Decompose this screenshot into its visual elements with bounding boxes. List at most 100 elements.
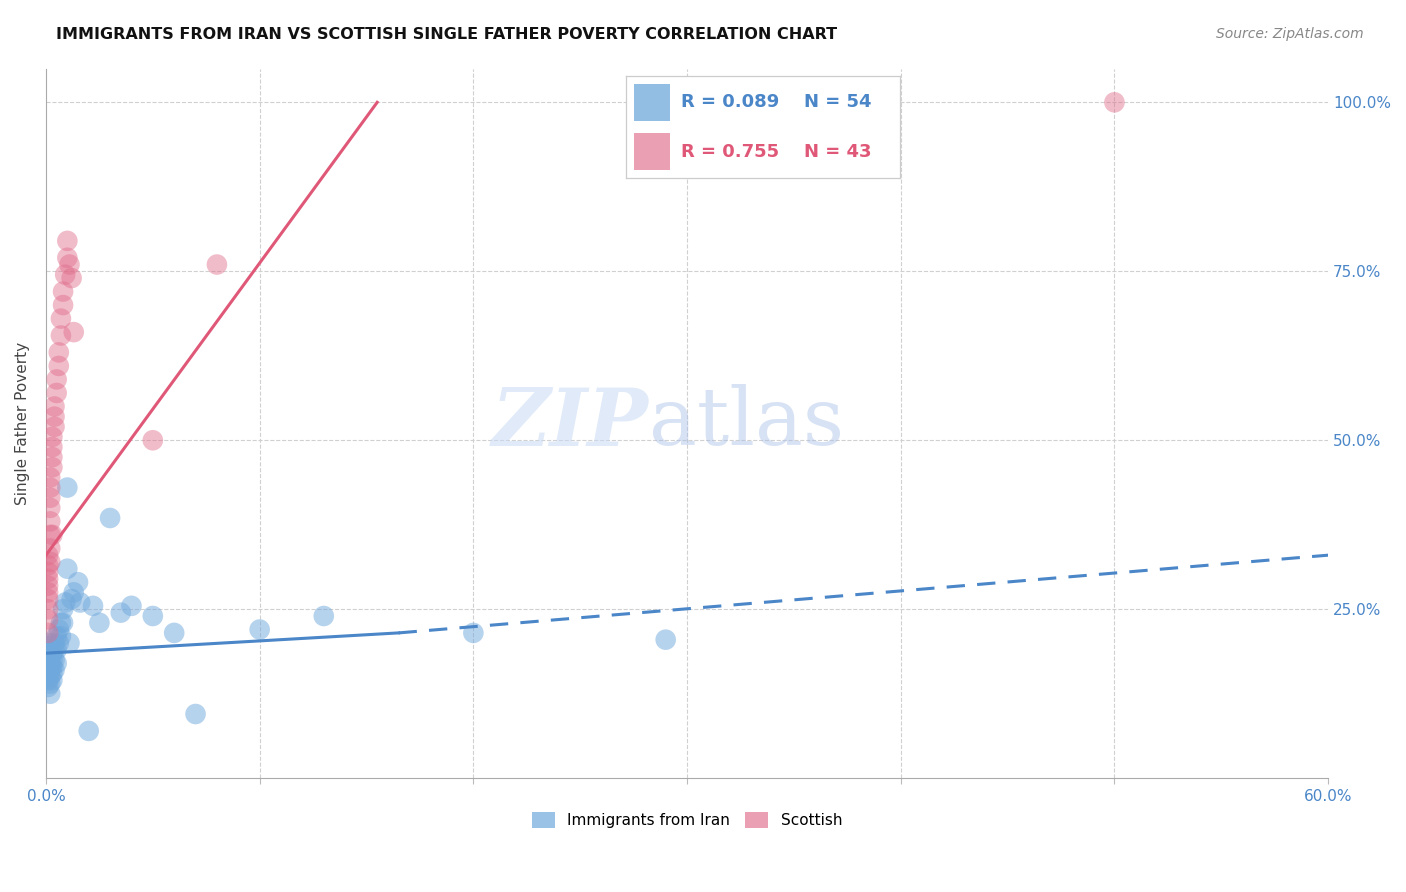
Point [62, 325, 84, 339]
Point [44, 419, 66, 434]
Point [39, 555, 62, 569]
Point [52, 602, 75, 616]
Point [56, 562, 79, 576]
Point [37, 572, 59, 586]
Point [39, 642, 62, 657]
Legend: Immigrants from Iran, Scottish: Immigrants from Iran, Scottish [526, 806, 848, 834]
Point [89, 615, 111, 630]
Point [48, 359, 70, 373]
Text: R = 0.755: R = 0.755 [681, 143, 779, 161]
Point [37, 612, 59, 626]
Point [52, 298, 75, 312]
Point [62, 585, 84, 599]
Point [77, 723, 100, 738]
Point [49, 615, 72, 630]
Point [39, 687, 62, 701]
Point [37, 640, 59, 654]
Text: N = 54: N = 54 [804, 94, 872, 112]
Point [45, 629, 67, 643]
Text: R = 0.089: R = 0.089 [681, 94, 779, 112]
Text: IMMIGRANTS FROM IRAN VS SCOTTISH SINGLE FATHER POVERTY CORRELATION CHART: IMMIGRANTS FROM IRAN VS SCOTTISH SINGLE … [56, 27, 838, 42]
Point [49, 311, 72, 326]
Point [39, 676, 62, 690]
Point [37, 565, 59, 579]
Point [58, 636, 80, 650]
Text: Source: ZipAtlas.com: Source: ZipAtlas.com [1216, 27, 1364, 41]
Point [39, 528, 62, 542]
Point [37, 680, 59, 694]
Point [142, 434, 165, 448]
Point [37, 585, 59, 599]
Point [39, 481, 62, 495]
Point [110, 606, 132, 620]
Point [66, 575, 89, 590]
Point [45, 386, 67, 401]
Point [120, 599, 142, 613]
Point [45, 657, 67, 671]
Point [44, 663, 66, 677]
Y-axis label: Single Father Poverty: Single Father Poverty [15, 342, 30, 505]
Point [37, 636, 59, 650]
Bar [634, 84, 669, 121]
Point [58, 258, 80, 272]
Point [56, 251, 79, 265]
Point [37, 653, 59, 667]
Point [39, 515, 62, 529]
Point [37, 548, 59, 562]
Point [45, 372, 67, 386]
Point [41, 440, 63, 454]
Point [463, 626, 485, 640]
Point [41, 666, 63, 681]
Bar [634, 133, 669, 170]
Point [654, 632, 676, 647]
Point [82, 599, 104, 613]
Point [163, 626, 186, 640]
Point [37, 659, 59, 673]
Point [49, 328, 72, 343]
Point [44, 400, 66, 414]
Point [53, 595, 76, 609]
Point [49, 629, 72, 643]
Point [56, 234, 79, 248]
Point [41, 450, 63, 465]
Point [41, 673, 63, 688]
Point [1104, 95, 1126, 110]
Point [37, 626, 59, 640]
Point [37, 592, 59, 607]
Point [39, 657, 62, 671]
Point [44, 653, 66, 667]
Point [37, 673, 59, 688]
Point [184, 706, 207, 721]
Point [41, 460, 63, 475]
Point [41, 659, 63, 673]
Point [249, 623, 271, 637]
Point [142, 609, 165, 624]
Point [37, 602, 59, 616]
Point [312, 609, 335, 624]
Point [39, 649, 62, 664]
Point [48, 345, 70, 359]
Point [52, 615, 75, 630]
Point [39, 491, 62, 505]
Point [44, 636, 66, 650]
Point [39, 500, 62, 515]
Point [39, 470, 62, 484]
Point [69, 595, 91, 609]
Point [53, 268, 76, 282]
Text: ZIP: ZIP [492, 384, 648, 462]
Point [98, 511, 121, 525]
Point [37, 558, 59, 573]
Point [60, 592, 83, 607]
Point [41, 653, 63, 667]
Point [37, 578, 59, 592]
Point [44, 642, 66, 657]
Text: atlas: atlas [648, 384, 844, 462]
Point [39, 663, 62, 677]
Point [37, 646, 59, 660]
Point [52, 285, 75, 299]
Point [41, 528, 63, 542]
Point [48, 623, 70, 637]
Point [205, 258, 228, 272]
Point [39, 670, 62, 684]
Point [60, 271, 83, 285]
